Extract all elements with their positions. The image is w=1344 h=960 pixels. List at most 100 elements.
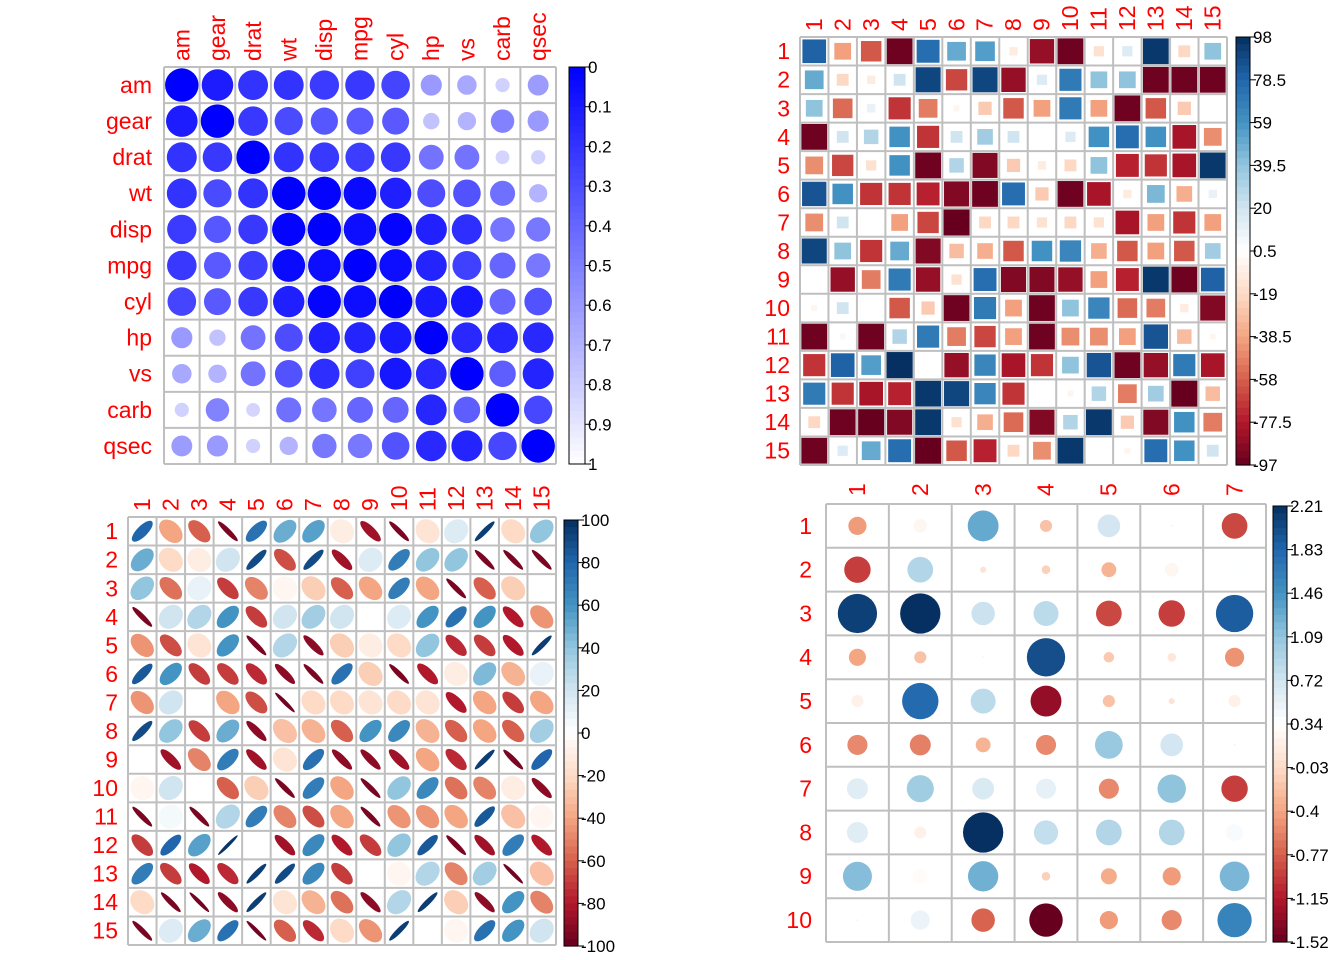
column-label: 1 [801, 18, 827, 31]
colorbar-segment [569, 457, 585, 465]
correlation-ellipse [387, 861, 412, 886]
colorbar-tick-label: 20 [1253, 199, 1272, 218]
correlation-ellipse [388, 720, 411, 742]
colorbar-segment [1236, 422, 1250, 430]
colorbar-segment [569, 119, 585, 128]
colorbar-segment [1236, 179, 1250, 188]
colorbar-segment [564, 633, 578, 642]
correlation-ellipse [502, 634, 524, 656]
correlation-square [1005, 299, 1022, 317]
correlation-ellipse [273, 519, 297, 543]
correlation-square [1142, 66, 1169, 93]
correlation-ellipse [474, 920, 496, 942]
colorbar-segment [569, 291, 585, 300]
correlation-circle [521, 429, 555, 463]
colorbar-segment [1236, 122, 1250, 131]
correlation-square [974, 383, 996, 405]
correlation-square [972, 152, 998, 178]
correlation-ellipse [274, 663, 296, 685]
colorbar-segment [564, 903, 578, 912]
correlation-square [1030, 354, 1054, 377]
colorbar-segment [1273, 905, 1287, 914]
correlation-ellipse [529, 918, 554, 943]
correlation-square [891, 214, 908, 231]
correlation-ellipse [360, 520, 381, 542]
correlation-ellipse [358, 861, 383, 886]
correlation-square [1059, 68, 1082, 91]
correlation-circle [453, 396, 481, 424]
colorbar-segment [1273, 513, 1287, 522]
colorbar-tick-label: -40 [581, 809, 606, 828]
correlation-square [1057, 181, 1084, 207]
colorbar-tick-label: 0.4 [588, 217, 612, 236]
correlation-ellipse [531, 834, 553, 856]
correlation-square [944, 352, 969, 378]
correlation-ellipse [358, 604, 383, 629]
correlation-ellipse [130, 576, 155, 601]
correlation-circle [1041, 872, 1051, 881]
colorbar-segment [569, 325, 585, 333]
correlation-square [974, 354, 996, 376]
correlation-ellipse [130, 747, 155, 772]
colorbar-tick-label: 0.72 [1290, 671, 1323, 690]
correlation-circle [495, 150, 510, 165]
correlation-ellipse [502, 719, 525, 743]
colorbar-segment [1236, 358, 1250, 366]
correlation-circle [980, 566, 987, 573]
colorbar-segment [564, 569, 578, 578]
correlation-square [1204, 42, 1222, 60]
colorbar-segment [564, 761, 578, 770]
colorbar-segment [1236, 129, 1250, 138]
correlation-ellipse [188, 520, 211, 543]
colorbar-segment [569, 272, 585, 280]
colorbar-segment [1236, 44, 1250, 52]
correlation-square [944, 381, 970, 407]
row-label: 10 [764, 295, 790, 321]
correlation-ellipse [215, 804, 240, 829]
correlation-square [1001, 67, 1026, 92]
correlation-circle [343, 213, 377, 246]
correlation-square [1123, 189, 1132, 199]
correlation-circle [523, 395, 553, 425]
correlation-circle [1221, 513, 1248, 539]
colorbar-segment [1273, 636, 1287, 645]
correlation-ellipse [387, 604, 412, 629]
correlation-ellipse [329, 633, 355, 658]
correlation-ellipse [158, 776, 183, 801]
correlation-square [1003, 240, 1024, 262]
colorbar-tick-label: 20 [581, 681, 600, 700]
column-label: carb [489, 16, 515, 61]
row-label: drat [112, 144, 152, 170]
colorbar-segment [1236, 243, 1250, 252]
correlation-ellipse [358, 919, 383, 943]
row-label: 7 [777, 209, 790, 235]
correlation-circle [490, 109, 515, 133]
correlation-ellipse [387, 833, 411, 857]
correlation-ellipse [330, 577, 354, 600]
row-label: 1 [105, 518, 118, 544]
correlation-square [1172, 153, 1197, 178]
colorbar-segment [1236, 329, 1250, 338]
colorbar-tick-label: 0.8 [588, 376, 612, 395]
correlation-ellipse [446, 578, 467, 599]
colorbar-segment [1273, 651, 1287, 660]
correlation-circle [273, 285, 305, 318]
correlation-circle [842, 861, 872, 891]
colorbar-segment [569, 159, 585, 167]
colorbar-segment [569, 258, 585, 267]
correlation-circle [308, 322, 340, 354]
colorbar-segment [569, 199, 585, 207]
correlation-circle [452, 250, 482, 281]
column-label: qsec [525, 12, 551, 61]
colorbar-segment [569, 351, 585, 359]
correlation-circle [1026, 638, 1066, 677]
correlation-circle [909, 734, 931, 756]
colorbar-segment [1236, 258, 1250, 266]
row-label: 7 [105, 689, 118, 715]
correlation-ellipse [331, 834, 353, 856]
correlation-ellipse [473, 577, 496, 600]
colorbar-segment [569, 305, 585, 313]
correlation-circle [454, 144, 480, 170]
colorbar-tick-label: 0.34 [1290, 715, 1323, 734]
correlation-ellipse [329, 690, 355, 715]
